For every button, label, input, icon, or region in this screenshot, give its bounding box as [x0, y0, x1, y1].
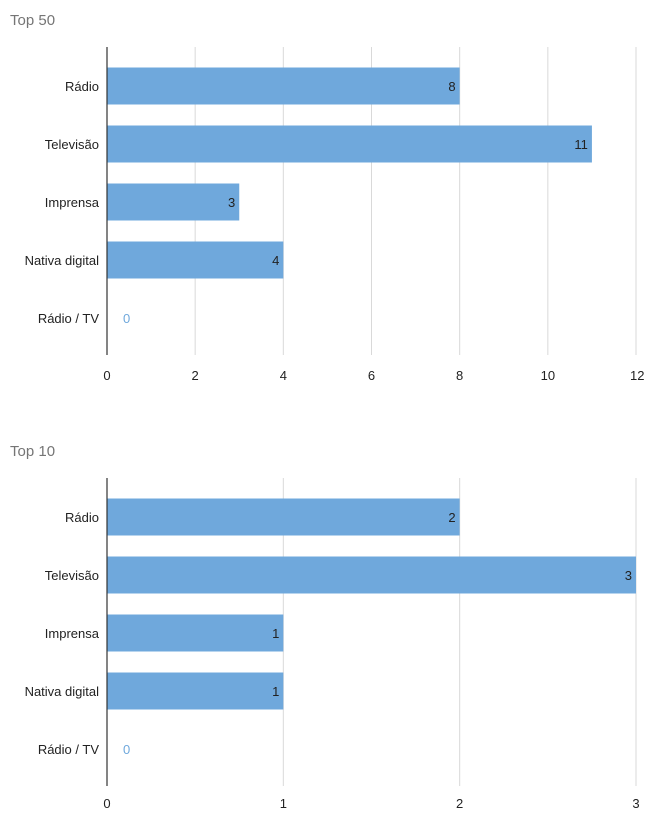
data-label: 0	[123, 742, 130, 757]
x-tick-label: 4	[280, 368, 287, 383]
data-label: 8	[448, 79, 455, 94]
x-tick-label: 8	[456, 368, 463, 383]
x-tick-label: 10	[541, 368, 555, 383]
category-label: Rádio	[65, 510, 99, 525]
data-label: 1	[272, 684, 279, 699]
category-label: Nativa digital	[25, 253, 100, 268]
bar	[107, 125, 592, 163]
bar	[107, 556, 636, 594]
bar	[107, 67, 460, 105]
data-label: 0	[123, 311, 130, 326]
category-label: Rádio / TV	[38, 742, 100, 757]
bar	[107, 498, 460, 536]
data-label: 4	[272, 253, 279, 268]
data-label: 2	[448, 510, 455, 525]
x-tick-label: 0	[103, 796, 110, 811]
category-label: Imprensa	[45, 626, 100, 641]
bar	[107, 183, 240, 221]
data-label: 1	[272, 626, 279, 641]
x-tick-label: 2	[192, 368, 199, 383]
x-tick-label: 2	[456, 796, 463, 811]
x-tick-label: 3	[632, 796, 639, 811]
category-label: Rádio	[65, 79, 99, 94]
data-label: 3	[228, 195, 235, 210]
category-label: Rádio / TV	[38, 311, 100, 326]
category-label: Nativa digital	[25, 684, 100, 699]
bar	[107, 672, 284, 710]
bar	[107, 614, 284, 652]
category-label: Televisão	[45, 568, 99, 583]
category-label: Televisão	[45, 137, 99, 152]
x-tick-label: 1	[280, 796, 287, 811]
data-label: 11	[574, 137, 588, 152]
bar	[107, 241, 284, 279]
chart-title-top-10: Top 10	[10, 443, 56, 460]
x-tick-label: 12	[630, 368, 644, 383]
x-tick-label: 6	[368, 368, 375, 383]
chart-title-top-50: Top 50	[10, 12, 56, 29]
x-tick-label: 0	[103, 368, 110, 383]
data-label: 3	[625, 568, 632, 583]
category-label: Imprensa	[45, 195, 100, 210]
